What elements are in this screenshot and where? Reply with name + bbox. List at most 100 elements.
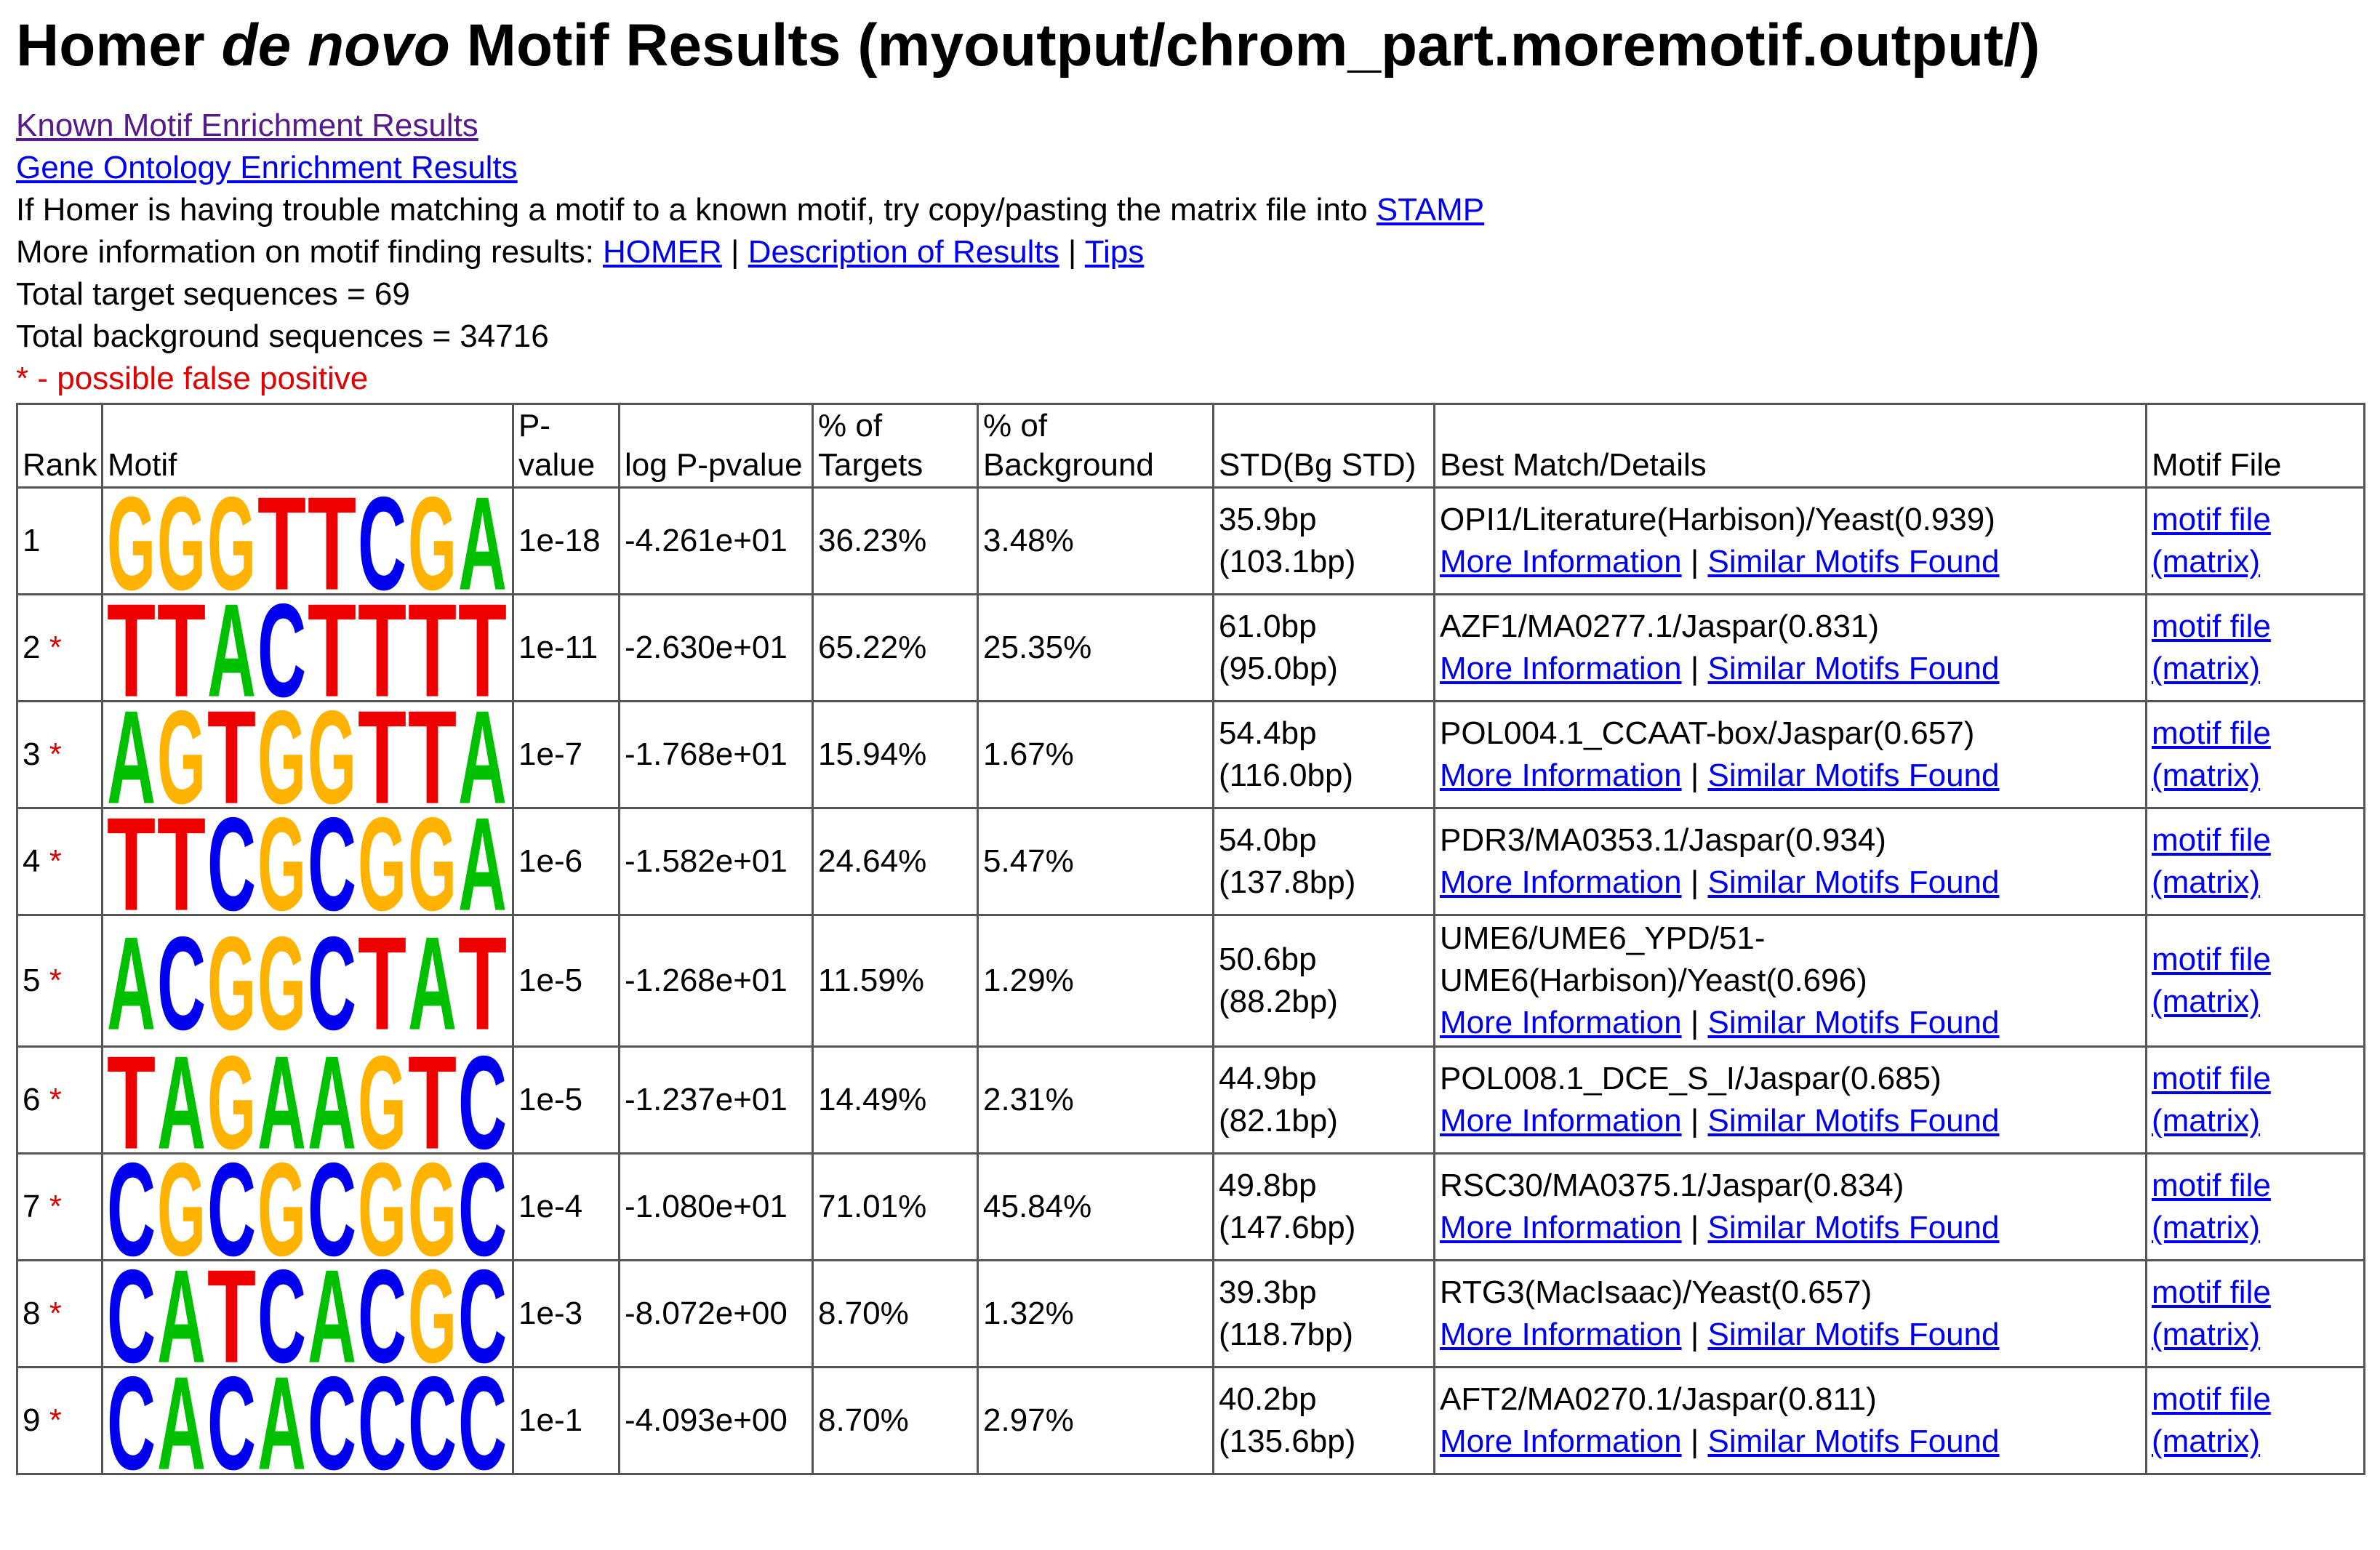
more-info-link[interactable]: More Information xyxy=(1440,1423,1682,1459)
file-cell: motif file (matrix) xyxy=(2145,1259,2365,1368)
similar-motifs-link[interactable]: Similar Motifs Found xyxy=(1707,1103,2000,1139)
logo-letter: T xyxy=(257,490,306,592)
homer-link[interactable]: HOMER xyxy=(603,234,722,270)
similar-motifs-link[interactable]: Similar Motifs Found xyxy=(1707,1423,2000,1459)
background-cell: 2.97% xyxy=(977,1366,1214,1475)
match-links: More Information | Similar Motifs Found xyxy=(1440,1100,2141,1142)
bg-std: (95.0bp) xyxy=(1219,651,1338,686)
rank-cell: 3 * xyxy=(16,700,103,809)
motif-file-link[interactable]: motif file (matrix) xyxy=(2152,1061,2271,1139)
logo-letter: T xyxy=(408,597,457,699)
logo-letter: T xyxy=(157,597,206,699)
link-line: Known Motif Enrichment Results xyxy=(16,105,2364,147)
logo-letter: T xyxy=(107,1049,156,1151)
logo-letter: G xyxy=(257,811,306,912)
targets-cell: 15.94% xyxy=(812,700,979,809)
file-cell: motif file (matrix) xyxy=(2145,700,2365,809)
motif-row: 3 * A G T G G T T A 1e-7 -1.768e+01 15.94% 1.67% 54.4… xyxy=(16,700,2365,809)
logo-letter: C xyxy=(157,930,206,1032)
match-links: More Information | Similar Motifs Found xyxy=(1440,862,2141,904)
background-cell: 2.31% xyxy=(977,1045,1214,1155)
motif-file-link[interactable]: motif file (matrix) xyxy=(2152,1168,2271,1245)
logo-letter: T xyxy=(408,704,457,806)
more-info-link[interactable]: More Information xyxy=(1440,651,1682,686)
logo-letter: A xyxy=(157,1263,206,1365)
motif-file-link[interactable]: motif file (matrix) xyxy=(2152,715,2271,793)
targets-cell: 24.64% xyxy=(812,807,979,916)
more-info-link[interactable]: More Information xyxy=(1440,1210,1682,1245)
separator: | xyxy=(1690,1210,1699,1245)
column-header: % of Targets xyxy=(812,403,979,489)
similar-motifs-link[interactable]: Similar Motifs Found xyxy=(1707,1005,2000,1040)
motif-table: Rank Motif P-value log P-pvalue% of Targets… xyxy=(16,403,2365,1475)
logo-letter: G xyxy=(157,490,206,592)
table-body: 1 G G G T T C G A 1e-18 -4.261e+01 36.23% 3.48% 35.9b… xyxy=(16,486,2365,1475)
logp-cell: -1.080e+01 xyxy=(618,1152,814,1261)
std: 40.2bp xyxy=(1219,1381,1317,1417)
description-link[interactable]: Description of Results xyxy=(748,234,1059,270)
similar-motifs-link[interactable]: Similar Motifs Found xyxy=(1707,651,2000,686)
file-cell: motif file (matrix) xyxy=(2145,1366,2365,1475)
motif-file-link[interactable]: motif file (matrix) xyxy=(2152,1381,2271,1459)
motif-file-link[interactable]: motif file (matrix) xyxy=(2152,822,2271,900)
known-link[interactable]: Known Motif Enrichment Results xyxy=(16,108,478,143)
logp-cell: -1.768e+01 xyxy=(618,700,814,809)
similar-motifs-link[interactable]: Similar Motifs Found xyxy=(1707,864,2000,900)
rank-cell: 9 * xyxy=(16,1366,103,1475)
link-text: (matrix) xyxy=(2152,864,2261,900)
similar-motifs-link[interactable]: Similar Motifs Found xyxy=(1707,544,2000,579)
motif-file-link[interactable]: motif file (matrix) xyxy=(2152,609,2271,686)
logo-letter: T xyxy=(358,930,406,1032)
page-title: Homer de novo Motif Results (myoutput/ch… xyxy=(16,12,2364,80)
motif-file-link[interactable]: motif file (matrix) xyxy=(2152,941,2271,1019)
motif-row: 8 * C A T C A C G C 1e-3 -8.072e+00 8.70% 1.32% 39.3b… xyxy=(16,1259,2365,1368)
logo-letter: G xyxy=(257,704,306,806)
motif-file-link[interactable]: motif file (matrix) xyxy=(2152,1274,2271,1352)
separator: | xyxy=(1690,1423,1699,1459)
more-info-link[interactable]: More Information xyxy=(1440,1103,1682,1139)
logo-letter: C xyxy=(458,1263,507,1365)
std: 35.9bp xyxy=(1219,502,1317,537)
go-link[interactable]: Gene Ontology Enrichment Results xyxy=(16,150,518,185)
logo-letter: C xyxy=(358,1370,406,1471)
link-text: motif file xyxy=(2152,1061,2271,1096)
logo-letter: C xyxy=(107,1156,156,1258)
similar-motifs-link[interactable]: Similar Motifs Found xyxy=(1707,1210,2000,1245)
motif-row: 5 * A C G G C T A T 1e-5 -1.268e+01 11.59% 1.29% 50.6… xyxy=(16,914,2365,1048)
similar-motifs-link[interactable]: Similar Motifs Found xyxy=(1707,758,2000,793)
rank-cell: 6 * xyxy=(16,1045,103,1155)
logp-cell: -8.072e+00 xyxy=(618,1259,814,1368)
std: 54.4bp xyxy=(1219,715,1317,751)
more-info-link[interactable]: More Information xyxy=(1440,1317,1682,1352)
column-header: STD(Bg STD) xyxy=(1212,403,1435,489)
pvalue-cell: 1e-1 xyxy=(512,1366,620,1475)
info-line: More information on motif finding result… xyxy=(16,231,2364,273)
stamp-link[interactable]: STAMP xyxy=(1376,192,1485,228)
similar-motifs-link[interactable]: Similar Motifs Found xyxy=(1707,1317,2000,1352)
logo-letter: C xyxy=(308,1370,356,1471)
logo-letter: C xyxy=(458,1049,507,1151)
tips-link[interactable]: Tips xyxy=(1084,234,1145,270)
background-cell: 45.84% xyxy=(977,1152,1214,1261)
more-info-link[interactable]: More Information xyxy=(1440,758,1682,793)
logo-letter: C xyxy=(358,490,406,592)
more-info-link[interactable]: More Information xyxy=(1440,544,1682,579)
background-cell: 1.67% xyxy=(977,700,1214,809)
more-info-link[interactable]: More Information xyxy=(1440,1005,1682,1040)
more-info-link[interactable]: More Information xyxy=(1440,864,1682,900)
best-match: POL008.1_DCE_S_I/Jaspar(0.685) xyxy=(1440,1061,1942,1096)
link-text: motif file xyxy=(2152,1168,2271,1203)
logo-letter: A xyxy=(207,597,256,699)
std-cell: 40.2bp (135.6bp) xyxy=(1212,1366,1435,1475)
motif-file-link[interactable]: motif file (matrix) xyxy=(2152,502,2271,579)
